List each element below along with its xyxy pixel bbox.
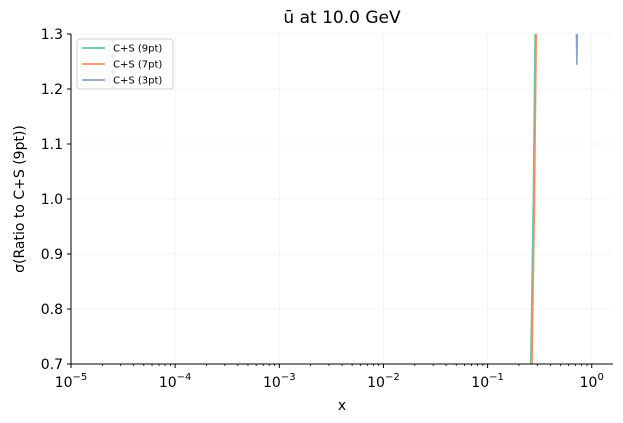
y-tick-label: 1.0 — [41, 192, 63, 208]
y-tick-label: 0.9 — [41, 247, 63, 263]
legend-label: C+S (3pt) — [113, 76, 162, 87]
legend: C+S (9pt) C+S (7pt) C+S (3pt) — [76, 38, 174, 90]
y-tick-label: 0.7 — [41, 357, 63, 373]
x-axis-label: x — [338, 398, 346, 414]
x-tick-label: 100 — [580, 372, 604, 391]
y-tick-label: 1.2 — [41, 82, 63, 98]
chart-title: ū at 10.0 GeV — [283, 8, 401, 28]
legend-frame — [76, 38, 174, 90]
x-tick-label: 10−5 — [55, 372, 88, 391]
x-tick-label: 10−4 — [159, 372, 192, 391]
series-line-1 — [529, 34, 536, 364]
legend-label: C+S (9pt) — [113, 44, 162, 55]
legend-label: C+S (7pt) — [113, 60, 162, 71]
y-tick-label: 1.1 — [41, 137, 63, 153]
y-tick-label: 0.8 — [41, 302, 63, 318]
series-line-2 — [531, 34, 538, 364]
x-tick-label: 10−2 — [367, 372, 400, 391]
series-layer — [529, 34, 579, 364]
series-line-3 — [575, 34, 579, 66]
tick-layer: 0.7 0.8 0.9 1.0 1.1 1.2 1.3 10−5 10−4 10−3 10−2 10−… — [41, 27, 604, 391]
y-axis-label: σ(Ratio to C+S (9pt)) — [12, 125, 28, 273]
y-tick-label: 1.3 — [41, 27, 63, 43]
x-tick-label: 10−1 — [471, 372, 504, 391]
x-tick-label: 10−3 — [263, 372, 296, 391]
